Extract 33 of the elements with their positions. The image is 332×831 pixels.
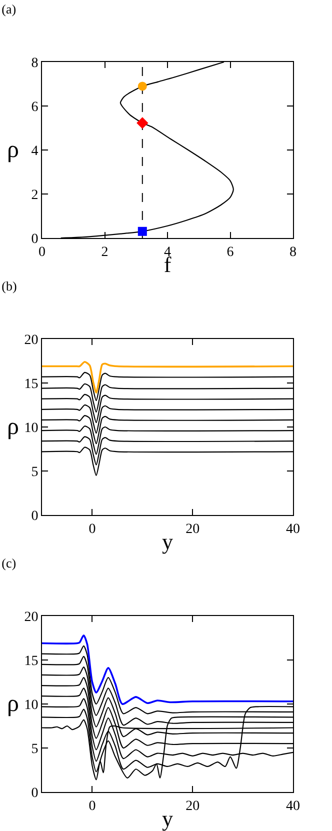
x-axis-title: y [162,806,173,831]
x-tick-label: 0 [88,798,96,814]
x-tick-label: 0 [88,522,96,537]
y-tick-label: 8 [31,56,38,71]
chart-title: (a) [2,1,16,16]
y-tick-label: 0 [31,232,38,247]
y-tick-label: 10 [24,698,38,713]
y-tick-label: 0 [31,786,38,801]
x-axis-title: y [162,529,173,554]
y-tick-label: 10 [24,420,38,436]
x-tick-label: 20 [186,522,200,537]
y-axis-title: ρ [7,414,19,440]
y-axis-title: ρ [7,137,19,163]
y-tick-label: 5 [31,742,38,757]
x-tick-label: 40 [286,522,300,537]
line-series [42,360,293,394]
y-tick-label: 20 [24,332,38,348]
chart-title: (c) [2,555,16,570]
x-tick-label: 20 [186,798,200,814]
y-tick-label: 5 [31,464,38,480]
y-tick-label: 4 [31,144,38,159]
y-tick-label: 15 [24,376,38,392]
x-tick-label: 2 [101,244,108,260]
y-tick-label: 15 [24,654,38,669]
chart-title: (b) [2,278,17,294]
y-tick-label: 6 [31,100,38,115]
x-tick-label: 6 [226,244,234,260]
y-tick-label: 0 [31,508,38,524]
y-tick-label: 20 [24,610,38,625]
y-axis-title: ρ [7,691,19,717]
x-tick-label: 8 [290,244,296,260]
x-tick-label: 40 [286,798,300,814]
y-tick-label: 2 [31,188,38,203]
